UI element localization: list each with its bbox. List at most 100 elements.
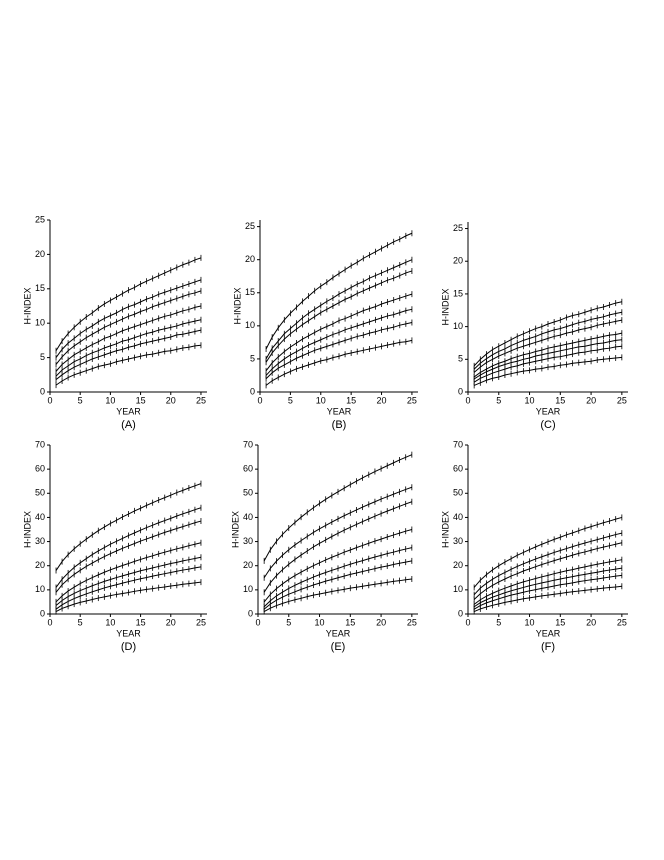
y-tick-label: 25 [453, 223, 463, 233]
x-tick-label: 5 [496, 395, 501, 405]
x-tick-label: 20 [376, 617, 386, 627]
x-tick-label: 5 [78, 395, 83, 405]
y-tick-label: 0 [458, 608, 463, 618]
x-tick-label: 5 [496, 617, 501, 627]
y-tick-label: 50 [243, 488, 253, 498]
chart-panel: 0 10 20 30 40 50 60 70 0 5 10 15 20 25 YEAR (F) H-INDEX [440, 439, 628, 653]
x-tick-label: 0 [255, 617, 260, 627]
x-tick-label: 0 [257, 395, 262, 405]
x-tick-label: 20 [586, 617, 596, 627]
y-axis-label: H-INDEX [22, 287, 32, 324]
y-tick-label: 5 [40, 352, 45, 362]
chart-panel: 0 5 10 15 20 25 0 5 10 15 20 25 YEAR (A) H-INDEX [22, 214, 207, 431]
y-tick-label: 20 [35, 560, 45, 570]
x-tick-label: 0 [465, 617, 470, 627]
y-tick-label: 25 [35, 214, 45, 224]
y-tick-label: 10 [35, 584, 45, 594]
y-tick-label: 10 [35, 318, 45, 328]
chart-panel: 0 10 20 30 40 50 60 70 0 5 10 15 20 25 YEAR (E) H-INDEX [230, 439, 418, 653]
y-axis-label: H-INDEX [22, 511, 32, 548]
panel-caption: (B) [332, 419, 347, 431]
panel-caption: (E) [331, 641, 346, 653]
y-tick-label: 0 [458, 386, 463, 396]
panel-caption: (A) [121, 419, 136, 431]
x-tick-label: 25 [407, 395, 417, 405]
y-tick-label: 20 [243, 560, 253, 570]
y-tick-label: 10 [245, 320, 255, 330]
y-tick-label: 10 [453, 321, 463, 331]
x-tick-label: 10 [105, 395, 115, 405]
y-tick-label: 15 [245, 287, 255, 297]
chart-panel: 0 5 10 15 20 25 0 5 10 15 20 25 YEAR (C) H-INDEX [440, 222, 628, 431]
x-tick-label: 5 [286, 617, 291, 627]
series-line [473, 542, 622, 600]
panel-caption: (C) [540, 419, 555, 431]
y-tick-label: 10 [453, 584, 463, 594]
y-tick-label: 30 [243, 536, 253, 546]
x-axis-label: YEAR [536, 406, 561, 416]
x-tick-label: 15 [555, 617, 565, 627]
series-line [55, 483, 202, 571]
x-tick-label: 15 [136, 395, 146, 405]
x-tick-label: 15 [555, 395, 565, 405]
y-tick-label: 0 [40, 608, 45, 618]
y-tick-label: 0 [40, 386, 45, 396]
y-tick-label: 5 [250, 353, 255, 363]
x-tick-label: 25 [196, 617, 206, 627]
x-tick-label: 5 [288, 395, 293, 405]
x-tick-label: 10 [525, 395, 535, 405]
y-tick-label: 10 [243, 584, 253, 594]
y-tick-label: 0 [248, 608, 253, 618]
y-axis-label: H-INDEX [440, 288, 450, 325]
y-tick-label: 40 [35, 512, 45, 522]
x-axis-label: YEAR [116, 406, 141, 416]
y-tick-label: 0 [250, 386, 255, 396]
chart-panel: 0 10 20 30 40 50 60 70 0 5 10 15 20 25 YEAR (D) H-INDEX [22, 439, 207, 653]
x-tick-label: 0 [465, 395, 470, 405]
x-axis-label: YEAR [116, 628, 141, 638]
y-axis-label: H-INDEX [440, 511, 450, 548]
x-axis-label: YEAR [327, 406, 352, 416]
y-tick-label: 60 [453, 464, 463, 474]
x-tick-label: 15 [346, 395, 356, 405]
x-tick-label: 10 [525, 617, 535, 627]
y-tick-label: 5 [458, 354, 463, 364]
y-tick-label: 40 [453, 512, 463, 522]
y-tick-label: 70 [35, 439, 45, 449]
x-axis-label: YEAR [326, 628, 351, 638]
chart-panel: 0 5 10 15 20 25 0 5 10 15 20 25 YEAR (B) H-INDEX [232, 220, 418, 431]
x-tick-label: 25 [196, 395, 206, 405]
y-tick-label: 30 [453, 536, 463, 546]
y-tick-label: 50 [453, 488, 463, 498]
x-tick-label: 20 [586, 395, 596, 405]
y-axis-label: H-INDEX [232, 287, 242, 324]
x-tick-label: 10 [315, 617, 325, 627]
x-tick-label: 5 [78, 617, 83, 627]
x-tick-label: 15 [136, 617, 146, 627]
x-tick-label: 20 [166, 395, 176, 405]
y-tick-label: 20 [245, 254, 255, 264]
x-tick-label: 0 [47, 617, 52, 627]
y-axis-label: H-INDEX [230, 511, 240, 548]
y-tick-label: 40 [243, 512, 253, 522]
x-tick-label: 20 [377, 395, 387, 405]
x-tick-label: 15 [345, 617, 355, 627]
y-tick-label: 60 [243, 464, 253, 474]
x-tick-label: 10 [105, 617, 115, 627]
y-tick-label: 15 [35, 283, 45, 293]
y-tick-label: 25 [245, 221, 255, 231]
x-tick-label: 25 [617, 617, 627, 627]
y-tick-label: 60 [35, 464, 45, 474]
x-tick-label: 0 [47, 395, 52, 405]
y-tick-label: 15 [453, 288, 463, 298]
y-tick-label: 50 [35, 488, 45, 498]
panel-caption: (D) [121, 641, 136, 653]
x-tick-label: 25 [407, 617, 417, 627]
x-tick-label: 25 [617, 395, 627, 405]
y-tick-label: 30 [35, 536, 45, 546]
panel-caption: (F) [541, 641, 555, 653]
y-tick-label: 20 [35, 249, 45, 259]
x-axis-label: YEAR [536, 628, 561, 638]
x-tick-label: 20 [166, 617, 176, 627]
